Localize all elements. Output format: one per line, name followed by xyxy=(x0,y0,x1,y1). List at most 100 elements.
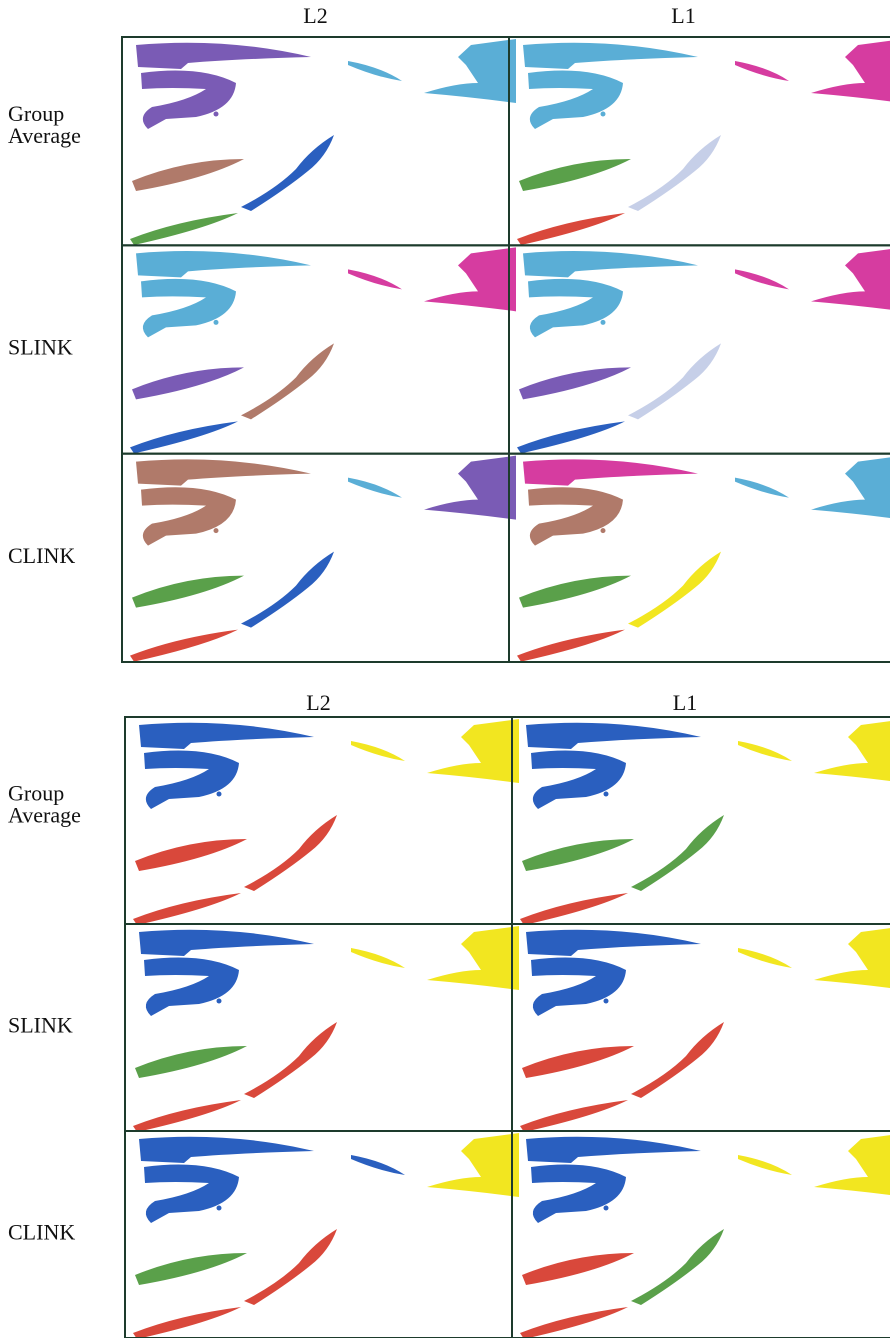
cluster-blob xyxy=(811,40,890,102)
row-label: CLINK xyxy=(8,543,75,568)
cluster-diagonal xyxy=(628,551,721,628)
cluster-blob xyxy=(814,928,890,988)
cluster-blob xyxy=(427,1133,519,1197)
cluster-diagonal xyxy=(241,551,334,628)
cluster-bottom xyxy=(517,213,625,245)
row-label: Average xyxy=(8,123,81,148)
cluster-streak xyxy=(735,61,789,81)
cluster-streak xyxy=(348,269,402,290)
cluster-spiral xyxy=(144,1164,239,1223)
cluster-spiral xyxy=(141,70,236,129)
cluster-arc xyxy=(139,722,314,749)
row-label: Group xyxy=(8,101,64,126)
cluster-streak xyxy=(351,948,405,968)
cluster-bottom xyxy=(133,1307,241,1338)
cluster-blob xyxy=(424,455,516,520)
cluster-diagonal xyxy=(631,1229,724,1305)
cluster-bottom xyxy=(520,893,628,925)
cluster-arc xyxy=(136,251,311,278)
cluster-dot xyxy=(216,1205,222,1211)
cluster-diagonal xyxy=(244,1229,337,1305)
cell xyxy=(517,457,890,662)
cluster-diagonal xyxy=(631,815,724,891)
cluster-arc xyxy=(526,929,701,956)
cluster-arc xyxy=(526,722,701,749)
cluster-streak xyxy=(735,477,789,498)
cell xyxy=(133,719,519,925)
cluster-dot xyxy=(213,111,219,117)
cluster-spiral xyxy=(144,957,239,1016)
cluster-lower xyxy=(519,575,631,608)
cluster-dot xyxy=(603,998,609,1004)
cluster-spiral xyxy=(528,487,623,546)
cluster-dot xyxy=(213,528,219,534)
cluster-arc xyxy=(523,251,698,278)
cluster-diagonal xyxy=(628,135,721,211)
column-header: L1 xyxy=(671,3,695,28)
cluster-streak xyxy=(738,741,792,761)
cluster-diagonal xyxy=(244,1022,337,1098)
cluster-streak xyxy=(351,1155,405,1175)
cluster-blob xyxy=(427,719,519,783)
cluster-bottom xyxy=(133,893,241,925)
cluster-arc xyxy=(523,459,698,486)
cluster-dot xyxy=(600,111,606,117)
row-label: Average xyxy=(8,803,81,828)
cluster-bottom xyxy=(520,1100,628,1132)
cell xyxy=(130,39,516,245)
column-header: L2 xyxy=(306,690,330,715)
cluster-lower xyxy=(522,1253,634,1285)
cluster-dot xyxy=(603,1205,609,1211)
cluster-spiral xyxy=(141,278,236,338)
cluster-lower xyxy=(132,159,244,191)
cluster-blob xyxy=(811,249,890,310)
cluster-dot xyxy=(600,528,606,534)
cluster-lower xyxy=(132,367,244,400)
cluster-dot xyxy=(600,319,606,325)
cluster-lower xyxy=(135,1046,247,1078)
cluster-bottom xyxy=(130,421,238,454)
cluster-diagonal xyxy=(241,135,334,211)
cluster-bottom xyxy=(517,629,625,662)
cluster-lower xyxy=(522,1046,634,1078)
cluster-arc xyxy=(136,459,311,486)
cluster-streak xyxy=(351,741,405,761)
cluster-blob xyxy=(424,39,516,103)
cluster-blob xyxy=(814,721,890,781)
row-label: SLINK xyxy=(8,1013,73,1038)
cluster-blob xyxy=(814,1135,890,1195)
cluster-lower xyxy=(135,839,247,871)
cell-frame xyxy=(508,452,890,663)
cluster-bottom xyxy=(130,213,238,245)
cluster-dot xyxy=(603,791,609,797)
cluster-bottom xyxy=(517,421,625,454)
cluster-spiral xyxy=(528,70,623,129)
cluster-diagonal xyxy=(241,343,334,420)
cluster-blob xyxy=(427,926,519,990)
row-label: SLINK xyxy=(8,335,73,360)
cluster-bottom xyxy=(520,1307,628,1338)
cluster-blob xyxy=(811,457,890,518)
cluster-lower xyxy=(522,839,634,871)
cluster-arc xyxy=(139,1136,314,1163)
cluster-lower xyxy=(519,159,631,191)
cluster-dot xyxy=(216,791,222,797)
cluster-streak xyxy=(738,948,792,968)
cluster-arc xyxy=(526,1136,701,1163)
cluster-spiral xyxy=(144,750,239,809)
cell xyxy=(517,249,890,454)
cell xyxy=(130,455,516,662)
cluster-diagonal xyxy=(631,1022,724,1098)
cluster-lower xyxy=(132,575,244,608)
cluster-bottom xyxy=(133,1100,241,1132)
cluster-streak xyxy=(735,269,789,290)
cluster-streak xyxy=(738,1155,792,1175)
cell xyxy=(520,1135,890,1338)
cell-frame xyxy=(511,1130,890,1338)
cluster-dot xyxy=(216,998,222,1004)
cell xyxy=(520,928,890,1132)
cluster-spiral xyxy=(141,487,236,546)
row-label: Group xyxy=(8,781,64,806)
cluster-spiral xyxy=(531,1164,626,1223)
